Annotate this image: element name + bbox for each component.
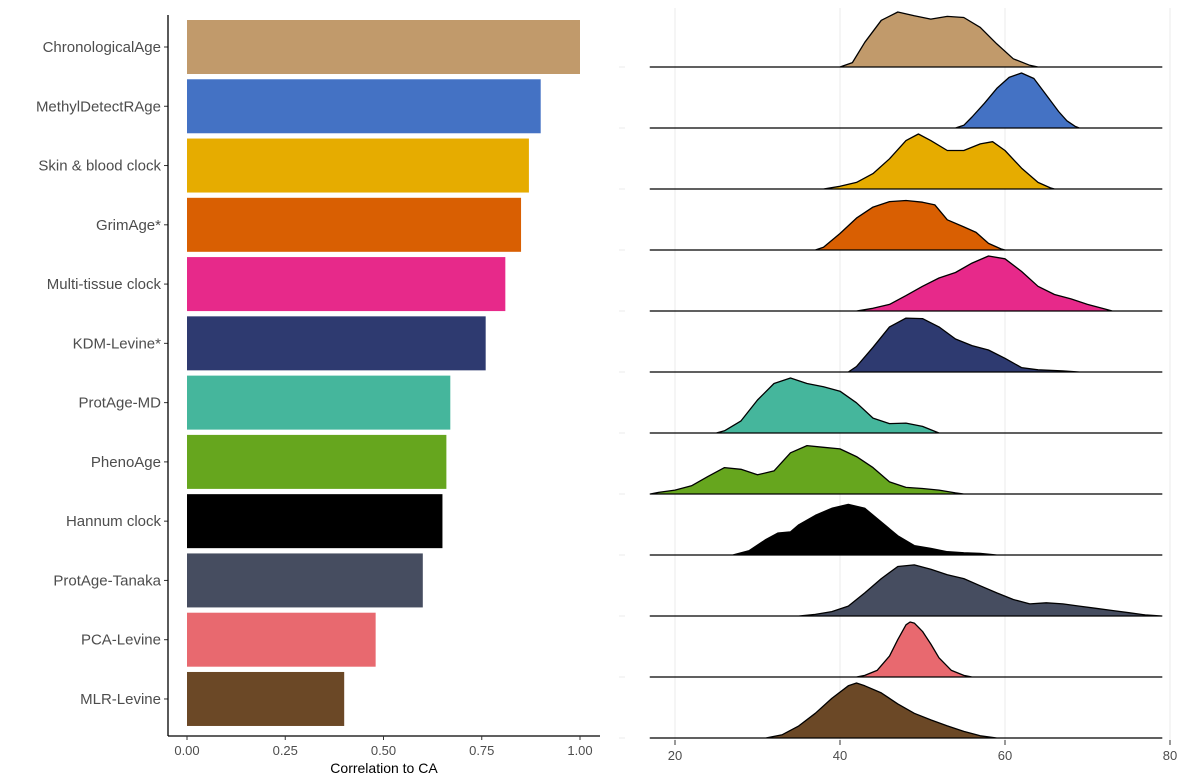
y-tick-label-phenoage: PhenoAge <box>91 454 161 471</box>
y-tick-label-pca-levine: PCA-Levine <box>81 632 161 649</box>
ridge-kdm-levine <box>649 317 1163 373</box>
bar-multi-tissue-clock <box>187 257 506 312</box>
bar-grimage <box>187 197 522 252</box>
ridge-pca-levine <box>649 621 1163 678</box>
y-tick-label-skin-blood-clock: Skin & blood clock <box>38 158 161 175</box>
x-tick-label-0-75: 0.75 <box>469 743 494 758</box>
bar-kdm-levine <box>187 316 486 371</box>
ridge-skin-blood-clock <box>649 133 1163 190</box>
bar-phenoage <box>187 434 447 489</box>
ridge-phenoage <box>649 444 1163 495</box>
ridge-mlr-levine <box>649 682 1163 739</box>
ridge-protage-md <box>649 377 1163 434</box>
ridgeline-chart-panel: 20 40 60 80 <box>619 8 1177 763</box>
ridge-hannum-clock <box>649 503 1163 556</box>
y-tick-label-chronologicalage: ChronologicalAge <box>43 39 161 56</box>
bar-x-axis-title: Correlation to CA <box>330 760 438 776</box>
y-tick-label-protage-md: ProtAge-MD <box>78 395 161 412</box>
bar-chart-panel: ChronologicalAge MethylDetectRAge Skin & b… <box>36 15 600 776</box>
y-tick-label-methyldetectrage: MethylDetectRAge <box>36 98 161 115</box>
ridge-chronologicalage <box>649 11 1163 68</box>
bar-protage-tanaka <box>187 553 423 608</box>
bar-skin-blood-clock <box>187 138 529 193</box>
x-tick-label-1-00: 1.00 <box>567 743 592 758</box>
y-tick-label-multi-tissue-clock: Multi-tissue clock <box>47 276 162 293</box>
y-tick-label-hannum-clock: Hannum clock <box>66 513 162 530</box>
ridge-x-tick-label-80: 80 <box>1163 748 1177 763</box>
y-tick-label-mlr-levine: MLR-Levine <box>80 691 161 708</box>
ridge-x-tick-label-60: 60 <box>998 748 1012 763</box>
y-tick-label-protage-tanaka: ProtAge-Tanaka <box>53 572 161 589</box>
bar-methyldetectrage <box>187 79 541 134</box>
bar-hannum-clock <box>187 494 443 549</box>
y-tick-label-kdm-levine: KDM-Levine* <box>73 335 162 352</box>
bar-pca-levine <box>187 612 376 667</box>
ridge-grimage <box>649 199 1163 251</box>
ridge-methyldetectrage <box>649 72 1163 129</box>
ridge-x-tick-label-40: 40 <box>833 748 847 763</box>
bar-protage-md <box>187 375 451 430</box>
y-tick-label-grimage: GrimAge* <box>96 217 161 234</box>
x-tick-label-0-00: 0.00 <box>174 743 199 758</box>
bar-chronologicalage <box>187 20 580 74</box>
bar-mlr-levine <box>187 671 345 726</box>
x-tick-label-0-25: 0.25 <box>273 743 298 758</box>
ridge-protage-tanaka <box>649 564 1163 617</box>
ridge-multi-tissue-clock <box>649 255 1163 312</box>
x-tick-label-0-50: 0.50 <box>371 743 396 758</box>
ridge-x-tick-label-20: 20 <box>668 748 682 763</box>
